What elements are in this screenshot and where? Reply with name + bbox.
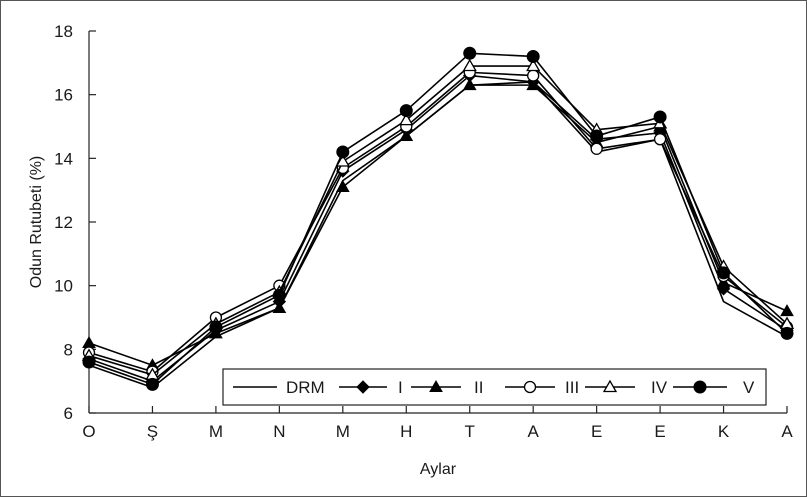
series-line	[88, 84, 788, 367]
x-tick-label: T	[465, 422, 475, 441]
x-tick-label: A	[781, 422, 793, 441]
filled-circle-marker	[82, 355, 96, 369]
x-tick-label: M	[336, 422, 350, 441]
filled-triangle-marker	[335, 179, 350, 192]
open-circle-marker	[527, 69, 540, 82]
series-ii	[82, 78, 794, 371]
filled-circle-marker	[209, 320, 223, 334]
legend-label: V	[743, 378, 755, 397]
y-axis-label: Odun Rutubeti (%)	[28, 156, 45, 289]
legend-entry-iii: III	[505, 378, 579, 397]
filled-circle-marker	[145, 377, 159, 391]
series-line	[88, 71, 788, 373]
filled-triangle-marker	[462, 78, 477, 91]
legend-entry-iv: IV	[585, 378, 668, 397]
x-tick-label: M	[209, 422, 223, 441]
legend-entry-i: I	[339, 378, 403, 397]
y-tick-label: 6	[64, 404, 73, 423]
x-tick-label: K	[718, 422, 730, 441]
series-iii	[82, 66, 794, 378]
filled-circle-marker	[693, 380, 707, 394]
x-tick-label: H	[400, 422, 412, 441]
filled-triangle-marker	[399, 129, 414, 142]
open-circle-marker	[523, 380, 537, 394]
series-v	[82, 46, 794, 391]
series-line	[88, 74, 788, 382]
diamond-marker	[356, 380, 370, 394]
legend-label: IV	[651, 378, 668, 397]
filled-triangle-marker	[272, 300, 287, 313]
legend: DRM I II III IV V	[222, 368, 767, 406]
legend-entry-drm: DRM	[233, 378, 325, 397]
x-tick-label: E	[591, 422, 602, 441]
axes: 6 8 10 12 14 16 18 O Ş M N M H T A E E K A	[54, 22, 793, 441]
filled-triangle-marker	[526, 78, 541, 91]
filled-circle-marker	[590, 129, 604, 143]
legend-entry-v: V	[673, 378, 755, 397]
y-tick-label: 16	[54, 86, 73, 105]
filled-circle-marker	[780, 326, 794, 340]
series-line	[88, 65, 788, 376]
y-tick-label: 18	[54, 22, 73, 41]
filled-circle-marker	[526, 49, 540, 63]
filled-triangle-marker	[82, 335, 96, 348]
open-circle-marker	[590, 142, 603, 155]
filled-circle-marker	[336, 145, 350, 159]
filled-circle-marker	[272, 288, 286, 302]
legend-label: III	[565, 378, 579, 397]
open-triangle-marker	[335, 154, 350, 167]
open-triangle-marker	[462, 58, 477, 72]
y-tick-label: 14	[54, 149, 73, 168]
legend-label: I	[398, 378, 403, 397]
x-axis-label: Aylar	[420, 461, 457, 478]
x-tick-label: Ş	[147, 422, 158, 441]
x-tick-label: E	[654, 422, 665, 441]
open-triangle-marker	[526, 58, 541, 72]
filled-triangle-marker	[429, 379, 443, 392]
legend-label: DRM	[286, 378, 325, 397]
series-layer	[81, 46, 795, 391]
filled-circle-marker	[463, 46, 477, 60]
open-triangle-marker	[399, 112, 414, 126]
filled-circle-marker	[653, 110, 667, 124]
x-tick-label: A	[528, 422, 540, 441]
series-line	[88, 52, 788, 386]
open-circle-marker	[653, 133, 667, 146]
filled-circle-marker	[399, 104, 413, 118]
filled-triangle-marker	[780, 304, 794, 317]
legend-entry-ii: II	[411, 378, 483, 397]
legend-label: II	[474, 378, 483, 397]
y-tick-label: 10	[54, 277, 73, 296]
x-tick-label: N	[273, 422, 285, 441]
filled-circle-marker	[717, 266, 731, 280]
x-tick-label: O	[82, 422, 95, 441]
y-tick-label: 12	[54, 213, 73, 232]
open-triangle-marker	[602, 379, 618, 393]
series-iv	[81, 58, 795, 380]
y-tick-label: 8	[64, 340, 73, 359]
